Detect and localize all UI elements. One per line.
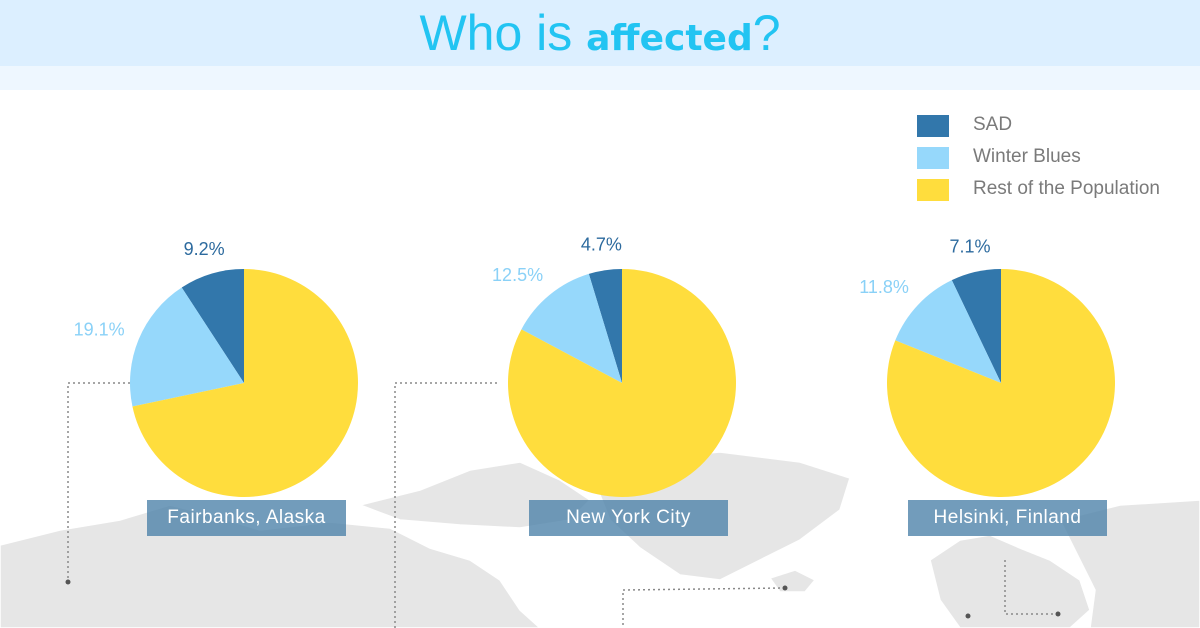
pie-fairbanks: 9.2% 19.1% bbox=[74, 239, 358, 498]
city-label-fairbanks: Fairbanks, Alaska bbox=[147, 500, 346, 536]
legend-swatch-sad bbox=[917, 115, 949, 137]
pie-slice-helsinki-winter-blues bbox=[895, 280, 1001, 383]
title-emphasis: affected bbox=[586, 18, 753, 59]
legend-swatch-rest bbox=[917, 179, 949, 201]
marker-helsinki bbox=[1055, 611, 1061, 617]
legend-swatch-winter-blues bbox=[917, 147, 949, 169]
title-suffix: ? bbox=[752, 5, 781, 61]
marker-stockholm bbox=[965, 613, 971, 619]
data-label-fairbanks-winter-blues: 19.1% bbox=[74, 319, 125, 339]
connector-fairbanks bbox=[67, 382, 130, 582]
pie-slice-new-york-winter-blues bbox=[521, 273, 622, 383]
map-north-america bbox=[0, 504, 542, 628]
data-label-helsinki-sad: 7.1% bbox=[949, 237, 990, 257]
pie-slice-helsinki-rest bbox=[886, 269, 1115, 497]
city-label-helsinki: Helsinki, Finland bbox=[908, 500, 1107, 536]
pie-new-york: 4.7% 12.5% bbox=[492, 235, 737, 498]
pie-slice-helsinki-sad bbox=[951, 269, 1001, 383]
legend-label-rest: Rest of the Population bbox=[973, 178, 1160, 199]
header-bar: Who is affected? bbox=[0, 0, 1200, 90]
map-scandinavia bbox=[929, 534, 1091, 628]
pie-slice-new-york-sad bbox=[588, 269, 622, 383]
pie-slice-new-york-rest bbox=[508, 269, 737, 498]
pie-helsinki: 7.1% 11.8% bbox=[859, 237, 1115, 497]
title-prefix: Who is bbox=[419, 5, 587, 61]
legend-label-sad: SAD bbox=[973, 114, 1013, 135]
city-label-new-york: New York City bbox=[529, 500, 728, 536]
data-label-fairbanks-sad: 9.2% bbox=[184, 239, 225, 259]
data-label-helsinki-winter-blues: 11.8% bbox=[859, 277, 909, 297]
header-band bbox=[0, 0, 1200, 66]
map-iceland bbox=[768, 569, 817, 593]
page-title: Who is affected? bbox=[0, 0, 1200, 66]
connector-nyc bbox=[394, 382, 497, 628]
marker-reykjavik bbox=[782, 585, 788, 591]
pie-slice-fairbanks-winter-blues bbox=[129, 287, 244, 407]
pie-slice-fairbanks-sad bbox=[181, 269, 244, 383]
data-label-new-york-winter-blues: 12.5% bbox=[492, 265, 543, 285]
connector-helsinki bbox=[1004, 558, 1058, 615]
pie-slice-fairbanks-rest bbox=[132, 269, 358, 498]
legend-label-winter-blues: Winter Blues bbox=[973, 146, 1081, 167]
data-label-new-york-sad: 4.7% bbox=[581, 235, 622, 255]
marker-fairbanks bbox=[65, 579, 71, 585]
